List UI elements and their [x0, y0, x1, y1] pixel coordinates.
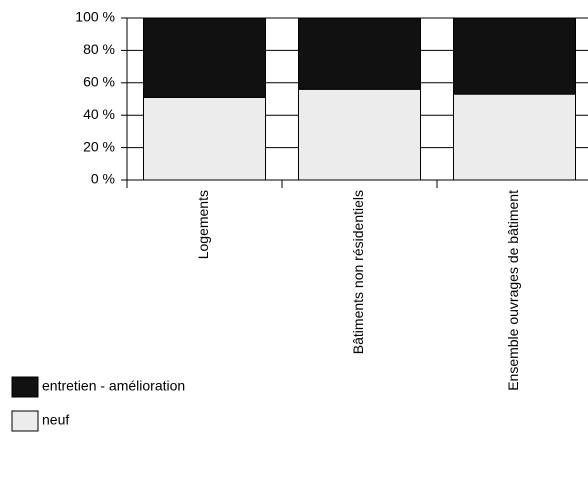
y-tick-label: 100 % [75, 9, 115, 25]
bar-segment [143, 17, 266, 98]
legend-label: entretien - amélioration [42, 378, 185, 394]
x-tick-label: Logements [195, 190, 211, 259]
bar-segment [453, 17, 576, 95]
legend-swatch [11, 410, 39, 432]
bar-segment [453, 93, 576, 181]
y-tick-label: 60 % [83, 74, 115, 90]
y-tick-label: 20 % [83, 138, 115, 154]
x-tick-label: Bâtiments non résidentiels [350, 190, 366, 354]
bar-segment [298, 17, 421, 90]
x-tick-label: Ensemble ouvrages de bâtiment [505, 190, 521, 391]
bar-segment [143, 96, 266, 181]
y-tick-label: 80 % [83, 41, 115, 57]
bar-segment [298, 88, 421, 181]
legend-swatch [11, 376, 39, 398]
y-tick-label: 0 % [91, 171, 115, 187]
y-tick-label: 40 % [83, 106, 115, 122]
legend-label: neuf [42, 412, 69, 428]
